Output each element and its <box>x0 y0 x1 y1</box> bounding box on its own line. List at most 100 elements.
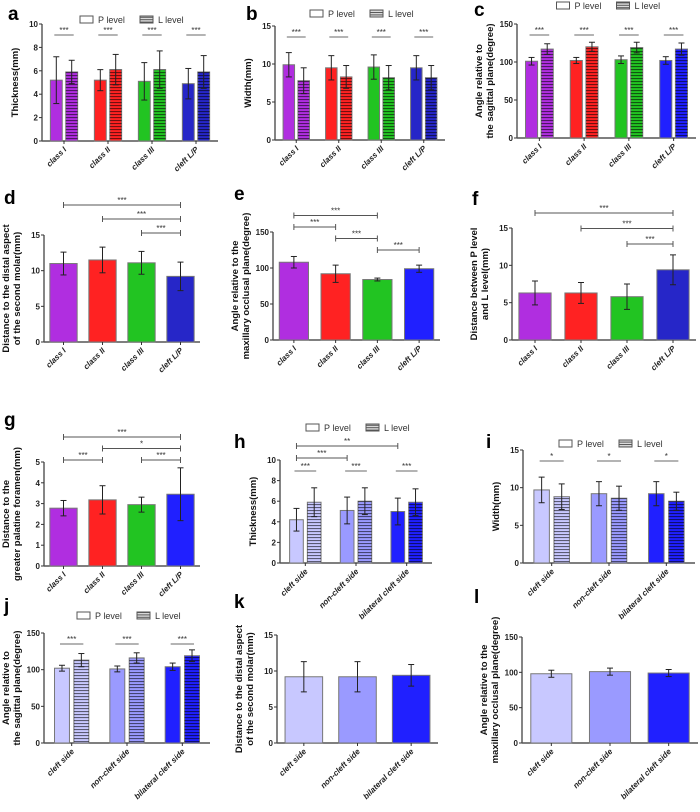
y-tick-label: 1 <box>36 541 41 550</box>
bracket-label: *** <box>117 428 126 437</box>
x-tick-label: bilateral cleft side <box>619 747 674 802</box>
x-tick-label: cleft L/P <box>400 144 429 173</box>
legend-swatch-hatch <box>366 424 379 431</box>
legend-label-l-level: L level <box>158 15 184 25</box>
y-tick-label: 10 <box>264 667 273 676</box>
bar-hatch <box>109 69 122 141</box>
x-tick-label: bilateral cleft side <box>133 747 188 802</box>
y-tick-label: 50 <box>504 96 513 105</box>
x-tick-label: cleft L/P <box>649 344 678 373</box>
y-tick-label: 2 <box>272 538 277 547</box>
significance-label: *** <box>292 28 301 37</box>
y-tick-label: 0 <box>36 338 41 347</box>
x-tick-label: cleft side <box>279 567 310 598</box>
legend-label-l-level: L level <box>388 9 414 19</box>
bar-hatch <box>382 77 395 140</box>
x-tick-label: class II <box>82 346 108 372</box>
legend-swatch-hatch <box>619 440 632 447</box>
y-tick-label: 100 <box>505 668 519 677</box>
y-tick-label: 100 <box>500 58 514 67</box>
significance-label: *** <box>301 462 310 471</box>
y-axis-label: Angle relative to <box>474 44 485 118</box>
x-tick-label: class III <box>119 346 146 373</box>
y-tick-label: 0 <box>265 336 270 345</box>
significance-label: *** <box>402 462 411 471</box>
bar <box>127 504 156 567</box>
x-tick-label: cleft L/P <box>650 142 679 171</box>
panel-j: j Angle relative to the sagittal plane(deg… <box>1 596 210 801</box>
x-tick-label: cleft side <box>525 567 556 598</box>
bar-hatch <box>297 80 310 140</box>
y-tick-label: 0 <box>34 137 39 146</box>
bracket-label: *** <box>317 449 326 458</box>
bar-p-level <box>164 666 181 744</box>
x-tick-label: class III <box>359 144 386 171</box>
legend-swatch-p-level <box>556 1 570 10</box>
y-tick-label: 10 <box>499 261 508 270</box>
bar-hatch <box>408 502 423 563</box>
panel-letter: j <box>3 596 9 617</box>
y-tick-label: 50 <box>260 300 269 309</box>
bar-hatch <box>553 496 570 563</box>
x-tick-label: class I <box>277 144 301 168</box>
y-tick-label: 4 <box>34 90 39 99</box>
significance-label: *** <box>67 635 76 644</box>
x-tick-label: class I <box>516 344 540 368</box>
bar-hatch <box>184 655 200 743</box>
x-tick-label: class I <box>520 142 544 166</box>
bracket-label: *** <box>645 235 654 244</box>
y-axis-label: Width(mm) <box>491 482 502 532</box>
y-axis-label: and L level(mm) <box>480 248 491 320</box>
bracket-label: *** <box>622 220 631 229</box>
significance-label: *** <box>147 26 156 35</box>
bar-hatch <box>668 501 685 563</box>
y-axis-label: Distance to the distal aspect <box>234 624 245 753</box>
significance-label: * <box>665 452 668 461</box>
y-tick-label: 100 <box>27 666 41 675</box>
y-tick-label: 0 <box>515 559 520 568</box>
x-tick-label: class II <box>318 144 344 170</box>
bar-hatch <box>197 71 210 141</box>
x-tick-label: cleft L/P <box>395 344 424 373</box>
significance-label: *** <box>334 28 343 37</box>
y-tick-label: 0 <box>36 562 41 571</box>
bar-hatch <box>611 498 627 563</box>
legend-swatch-p-level <box>558 439 573 448</box>
y-tick-label: 5 <box>504 299 509 308</box>
y-tick-label: 150 <box>505 633 519 642</box>
bar <box>404 268 435 341</box>
bar-p-level <box>109 668 126 744</box>
bar-hatch <box>358 501 372 563</box>
bar <box>588 671 632 744</box>
y-tick-label: 150 <box>500 20 514 29</box>
bracket-label: ** <box>344 437 350 446</box>
y-tick-label: 5 <box>269 703 274 712</box>
panel-a: a Thickness(mm) 0 2 4 6 8 10 *** class I *** class … <box>8 4 218 173</box>
y-tick-label: 5 <box>36 458 41 467</box>
bracket-label: *** <box>599 204 608 213</box>
panel-b: b Width(mm) 0 5 10 15 *** class I *** class II ***… <box>243 4 445 172</box>
legend-swatch-hatch <box>140 16 153 23</box>
legend-swatch-hatch <box>137 612 150 619</box>
x-tick-label: non-cleft side <box>317 567 361 611</box>
x-tick-label: cleft L/P <box>157 570 186 599</box>
x-tick-label: cleft L/P <box>172 145 201 174</box>
y-axis-label: of the second molar(mm) <box>12 232 23 346</box>
bar <box>49 263 78 343</box>
legend-label-l-level: L level <box>635 1 661 11</box>
x-tick-label: class I <box>275 344 299 368</box>
panel-l: l Angle relative to the maxillary occlusal… <box>474 587 698 801</box>
x-tick-label: non-cleft side <box>319 747 363 791</box>
significance-label: *** <box>59 26 68 35</box>
significance-label: *** <box>535 26 544 35</box>
bracket-label: *** <box>331 207 340 216</box>
bar-hatch <box>307 502 322 563</box>
y-tick-label: 2 <box>34 114 39 123</box>
x-tick-label: class I <box>44 570 68 594</box>
bar <box>647 672 690 744</box>
bracket-label: * <box>140 440 143 449</box>
y-tick-label: 50 <box>31 702 40 711</box>
y-axis-label: Thickness(mm) <box>248 477 259 547</box>
x-tick-label: cleft L/P <box>157 346 186 375</box>
legend-label-p-level: P level <box>577 439 604 449</box>
